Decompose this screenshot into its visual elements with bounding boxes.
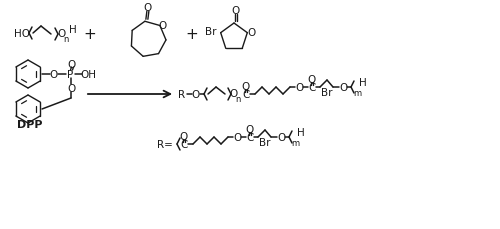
Text: O: O	[180, 131, 188, 141]
Text: OH: OH	[80, 70, 96, 80]
Text: C: C	[242, 90, 250, 100]
Text: m: m	[353, 88, 361, 97]
Text: H: H	[359, 78, 367, 88]
Text: C: C	[246, 132, 254, 142]
Text: +: +	[84, 26, 96, 41]
Text: H: H	[69, 25, 77, 35]
Text: O: O	[67, 84, 75, 94]
Text: O: O	[232, 6, 240, 16]
Text: DPP: DPP	[17, 120, 43, 129]
Text: O: O	[58, 29, 66, 39]
Text: O: O	[233, 132, 241, 142]
Text: O: O	[144, 3, 152, 13]
Text: O: O	[242, 82, 250, 92]
Text: Br: Br	[259, 137, 271, 147]
Text: O: O	[277, 132, 285, 142]
Text: O: O	[192, 90, 200, 100]
Text: Br: Br	[321, 88, 333, 98]
Text: O: O	[246, 124, 254, 134]
Text: C: C	[180, 139, 188, 149]
Text: O: O	[68, 60, 76, 70]
Text: R=: R=	[157, 139, 173, 149]
Text: O: O	[50, 70, 58, 80]
Text: O: O	[247, 27, 256, 38]
Text: m: m	[291, 138, 299, 147]
Text: O: O	[308, 75, 316, 85]
Text: O: O	[295, 83, 303, 93]
Text: n: n	[236, 95, 240, 104]
Text: HO: HO	[14, 29, 30, 39]
Text: H: H	[297, 128, 305, 137]
Text: O: O	[230, 89, 238, 98]
Text: O: O	[159, 20, 167, 30]
Text: +: +	[186, 26, 198, 41]
Text: R: R	[178, 90, 186, 100]
Text: O: O	[339, 83, 347, 93]
Text: Br: Br	[205, 27, 216, 36]
Text: P: P	[67, 70, 73, 80]
Text: n: n	[64, 35, 68, 44]
Text: C: C	[308, 83, 316, 93]
